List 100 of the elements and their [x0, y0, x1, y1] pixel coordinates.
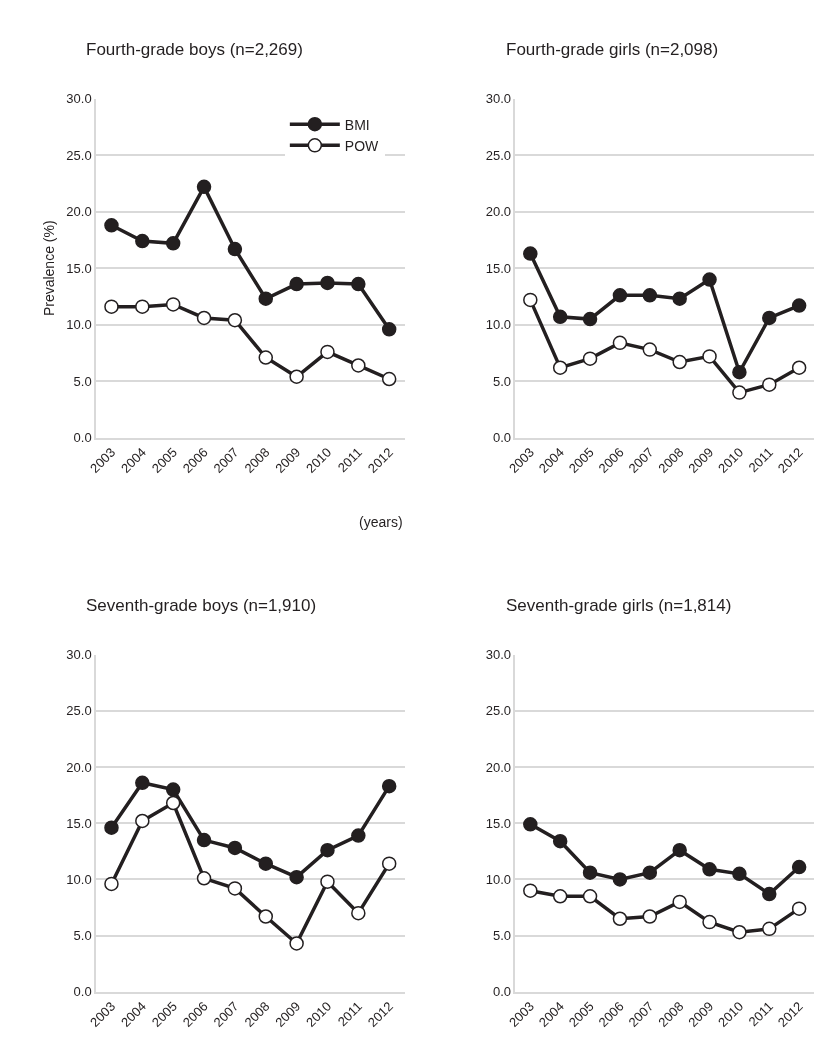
y-tick-label: 10.0	[66, 871, 92, 887]
point	[702, 349, 717, 364]
point	[702, 862, 717, 877]
point	[196, 179, 212, 195]
point	[289, 276, 304, 292]
point	[135, 233, 150, 249]
y-tick-label: 30.0	[485, 647, 512, 663]
y-tick-label: 15.0	[66, 260, 92, 276]
y-tick-label: 0.0	[73, 430, 92, 446]
y-tick-label: 10.0	[485, 871, 512, 887]
point	[732, 866, 747, 882]
point	[227, 241, 243, 257]
point	[642, 342, 658, 357]
point	[104, 218, 119, 233]
point	[762, 921, 777, 937]
point	[732, 385, 747, 400]
point	[672, 842, 687, 858]
point	[381, 322, 397, 337]
point	[351, 828, 366, 843]
point	[582, 865, 598, 880]
point	[258, 291, 274, 306]
point	[732, 364, 747, 380]
point	[702, 914, 717, 930]
point	[791, 360, 807, 375]
point	[104, 876, 119, 892]
point	[612, 911, 628, 926]
y-tick-label: 0.0	[492, 430, 512, 446]
point	[165, 297, 181, 312]
point	[523, 292, 538, 308]
point	[582, 311, 598, 327]
y-tick-label: 5.0	[492, 373, 512, 389]
point	[351, 905, 366, 921]
chart-title: Seventh-grade boys (n=1,910)	[86, 596, 317, 615]
point	[196, 832, 212, 848]
y-tick-label: 15.0	[66, 815, 92, 831]
point	[791, 901, 807, 916]
point	[791, 859, 807, 875]
point	[552, 309, 568, 325]
point	[320, 344, 335, 360]
chart-title: Seventh-grade girls (n=1,814)	[506, 596, 732, 615]
point	[320, 275, 335, 291]
point	[762, 377, 777, 392]
point	[196, 871, 212, 886]
point	[582, 889, 598, 904]
point	[642, 288, 658, 303]
y-tick-label: 10.0	[485, 317, 512, 333]
point	[104, 820, 119, 835]
point	[258, 856, 274, 871]
point	[135, 299, 150, 314]
point	[762, 886, 777, 902]
point	[351, 358, 366, 373]
y-tick-label: 10.0	[66, 317, 92, 333]
point	[165, 782, 181, 797]
point	[258, 350, 274, 365]
y-tick-label: 25.0	[66, 703, 92, 719]
point	[165, 795, 181, 811]
point	[523, 883, 538, 898]
point	[672, 354, 687, 370]
point	[320, 874, 335, 889]
legend-label: POW	[344, 137, 380, 154]
point	[351, 276, 366, 292]
point	[104, 299, 119, 314]
point	[135, 775, 150, 791]
point	[258, 909, 274, 924]
point	[552, 360, 568, 375]
point	[227, 312, 243, 328]
y-tick-label: 20.0	[485, 204, 512, 220]
point	[381, 371, 397, 387]
y-tick-label: 15.0	[485, 260, 512, 276]
y-tick-label: 30.0	[66, 91, 92, 107]
y-tick-label: 0.0	[73, 984, 92, 1000]
point	[381, 856, 397, 871]
point	[612, 288, 628, 303]
point	[227, 881, 243, 896]
y-axis-title: Prevalence (%)	[41, 220, 58, 317]
chart-title: Fourth-grade boys (n=2,269)	[86, 40, 303, 59]
point	[732, 924, 747, 940]
y-tick-label: 5.0	[73, 928, 92, 944]
point	[791, 298, 807, 313]
point	[227, 840, 243, 856]
legend-label: BMI	[344, 116, 370, 133]
point	[320, 842, 335, 858]
point	[642, 909, 658, 924]
point	[289, 869, 304, 885]
point	[672, 291, 687, 306]
y-tick-label: 25.0	[485, 147, 512, 163]
point	[552, 889, 568, 904]
y-tick-label: 20.0	[66, 204, 92, 220]
y-tick-label: 15.0	[485, 815, 512, 831]
chart-title: Fourth-grade girls (n=2,098)	[506, 40, 719, 59]
point	[289, 369, 304, 384]
point	[612, 335, 628, 351]
point	[381, 778, 397, 794]
x-axis-title: (years)	[359, 514, 403, 530]
point	[702, 272, 717, 287]
point	[289, 936, 304, 951]
y-tick-label: 5.0	[492, 928, 512, 944]
point	[523, 817, 538, 832]
point	[135, 813, 150, 829]
point	[196, 310, 212, 326]
